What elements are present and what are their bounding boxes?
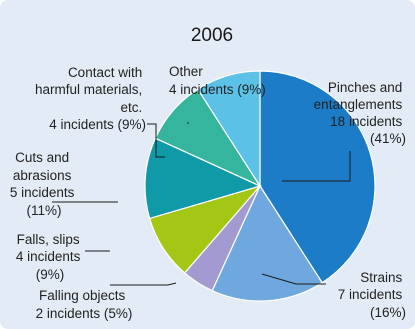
- label-cuts-line2: abrasions: [13, 168, 72, 183]
- label-falling-line2: 2 incidents (5%): [36, 306, 133, 321]
- label-pinches-line3: 18 incidents: [330, 114, 402, 129]
- label-falls-line1: Falls, slips: [17, 232, 80, 247]
- label-strains-line2: 7 incidents: [338, 287, 403, 302]
- pie-slice-6: [197, 70, 261, 189]
- label-falls-line3: (9%): [36, 267, 65, 282]
- label-strains-line3: (16%): [370, 305, 406, 320]
- label-pinches: Pinches and entanglements 18 incidents (…: [314, 80, 406, 146]
- label-other-line1: Other: [169, 64, 203, 79]
- label-contact-line1: Contact with: [68, 65, 142, 80]
- leader-contact: [147, 123, 165, 158]
- pie-slice-4: [144, 137, 262, 220]
- label-falls: Falls, slips 4 incidents (9%): [16, 232, 84, 282]
- pie-slices: [144, 70, 376, 302]
- label-cuts: Cuts and abrasions 5 incidents (11%): [10, 150, 78, 218]
- label-falling: Falling objects 2 incidents (5%): [36, 288, 133, 321]
- chart-title: 2006: [191, 25, 233, 46]
- label-cuts-line1: Cuts and: [15, 150, 69, 165]
- label-strains: Strains 7 incidents (16%): [338, 270, 406, 320]
- label-other: Other 4 incidents (9%): [169, 64, 266, 97]
- leader-strains: [261, 273, 326, 285]
- leader-pinches: [282, 151, 351, 182]
- label-pinches-line1: Pinches and: [328, 80, 402, 95]
- label-pinches-line4: (41%): [370, 131, 406, 146]
- label-contact-line2: harmful materials,: [35, 82, 142, 97]
- label-cuts-line3: 5 incidents: [10, 185, 75, 200]
- pie-slice-1: [211, 184, 323, 302]
- label-strains-line1: Strains: [360, 270, 402, 285]
- label-contact-line4: 4 incidents (9%): [49, 117, 146, 132]
- label-contact: Contact with harmful materials, etc. 4 i…: [35, 65, 146, 132]
- label-other-line2: 4 incidents (9%): [169, 82, 266, 97]
- label-cuts-line4: (11%): [26, 203, 61, 218]
- label-falls-line2: 4 incidents: [16, 249, 81, 264]
- label-falling-line1: Falling objects: [39, 288, 126, 303]
- label-contact-line3: etc.: [120, 100, 142, 115]
- leader-falling: [110, 282, 177, 286]
- label-pinches-line2: entanglements: [314, 97, 403, 112]
